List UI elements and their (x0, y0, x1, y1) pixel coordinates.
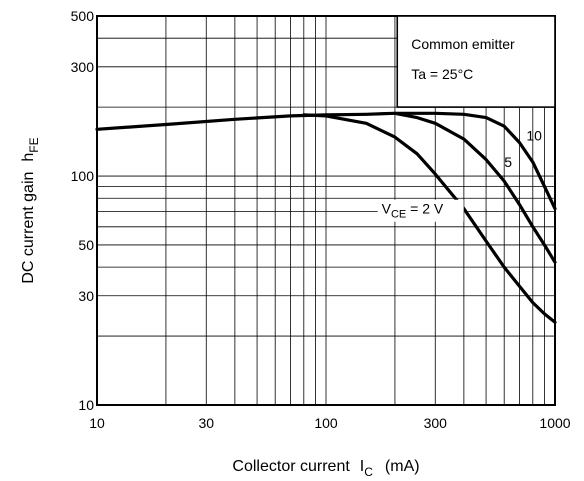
x-axis-title: Collector current IC (mA) (232, 458, 419, 479)
series-label-10: 10 (526, 128, 542, 144)
y-tick-label: 300 (71, 59, 95, 75)
series-label-vce-sub: CE (391, 209, 406, 221)
tick-labels: 10 30 100 300 1000 10 30 50 100 300 500 (71, 8, 571, 431)
legend-line-1: Common emitter (411, 36, 515, 52)
series-label-vce-suffix: = 2 V (406, 201, 444, 217)
y-axis-title-symbol: h (20, 153, 37, 162)
y-tick-label: 500 (71, 8, 95, 24)
series-line-1 (95, 111, 557, 211)
y-axis-title: DC current gain hFE (20, 137, 41, 283)
y-axis-title-main: DC current gain (20, 172, 37, 284)
legend-line-2: Ta = 25°C (411, 66, 473, 82)
x-tick-label: 100 (314, 415, 338, 431)
x-axis-title-sub: C (364, 465, 373, 479)
series-label-5: 5 (504, 154, 512, 170)
x-axis-title-main: Collector current (232, 458, 350, 475)
y-axis-title-sub: FE (27, 137, 41, 152)
plot-frame (96, 15, 556, 406)
y-tick-label: 30 (78, 288, 94, 304)
y-tick-label: 100 (71, 168, 95, 184)
series-line-3 (302, 113, 557, 324)
series-label-vce-prefix: V (382, 201, 392, 217)
data-series (95, 111, 557, 324)
x-tick-label: 300 (424, 415, 448, 431)
x-tick-label: 10 (89, 415, 105, 431)
x-tick-label: 30 (198, 415, 214, 431)
x-axis-title-symbol: I (360, 458, 364, 475)
series-label-vce2: VCE = 2 V (377, 199, 464, 222)
x-tick-label: 1000 (539, 415, 570, 431)
y-tick-label: 50 (78, 237, 94, 253)
y-tick-label: 10 (78, 397, 94, 413)
svg-text:VCE = 2 V: VCE = 2 V (382, 201, 444, 221)
plot-border (96, 15, 556, 406)
x-axis-title-unit: (mA) (385, 458, 420, 475)
legend-box: Common emitter Ta = 25°C (396, 15, 556, 108)
series-line-2 (393, 111, 557, 264)
